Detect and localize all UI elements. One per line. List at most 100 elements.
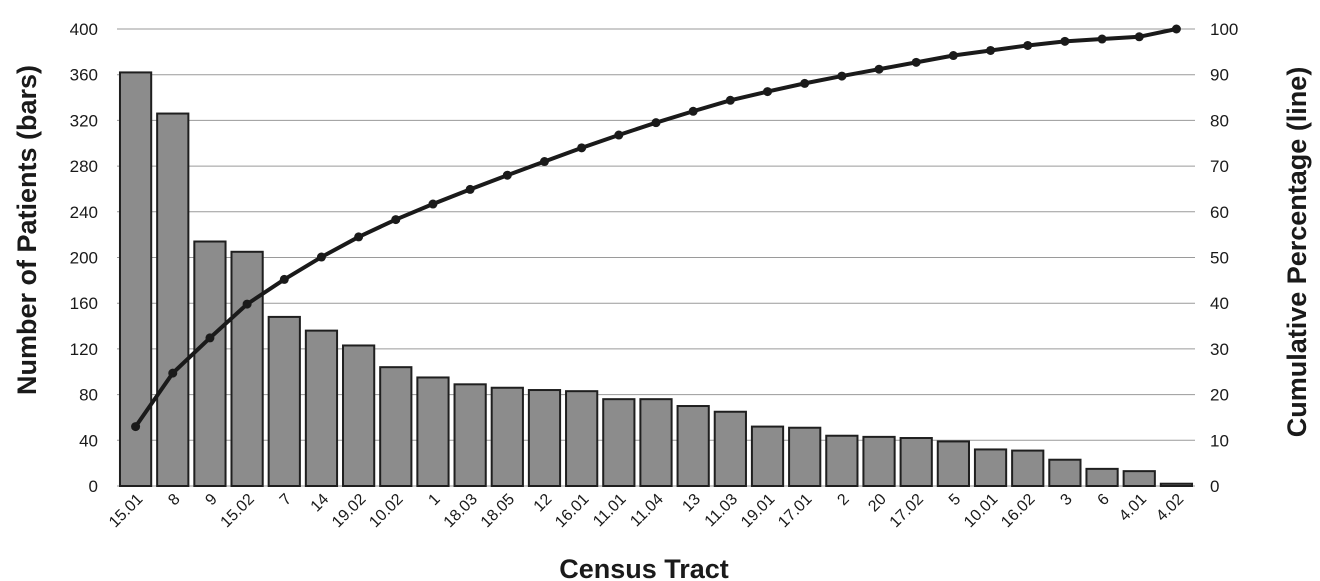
x-tick-label: 4.01 [1116, 491, 1150, 525]
y-tick-label: 400 [70, 20, 98, 39]
bar [788, 426, 822, 488]
x-tick-label: 18.03 [441, 491, 481, 531]
y2-tick-label: 20 [1210, 386, 1229, 405]
bar [379, 366, 413, 487]
x-tick-label: 1 [425, 491, 443, 509]
cumulative-point [614, 130, 624, 140]
bar [267, 315, 301, 487]
y2-tick-label: 80 [1210, 111, 1229, 130]
y2-tick-label: 40 [1210, 294, 1229, 313]
x-tick-label: 6 [1095, 491, 1113, 509]
bar [899, 437, 933, 488]
y-tick-label: 80 [79, 386, 98, 405]
y2-tick-label: 60 [1210, 203, 1229, 222]
y-tick-label: 320 [70, 111, 98, 130]
cumulative-point [948, 51, 958, 61]
y-tick-label: 40 [79, 431, 98, 450]
bar [936, 440, 970, 488]
cumulative-point [316, 252, 326, 262]
x-tick-label: 7 [277, 491, 295, 509]
y-tick-label: 120 [70, 340, 98, 359]
cumulative-point [205, 333, 215, 343]
x-tick-label: 13 [679, 491, 704, 516]
x-tick-label: 8 [165, 491, 183, 509]
bar [676, 405, 710, 487]
cumulative-point [688, 106, 698, 116]
bar [602, 398, 636, 488]
left-axis-ticks: 0 40 80 120 160 200 240 280 320 360 400 [70, 20, 98, 496]
bar [490, 386, 524, 487]
cumulative-point [1023, 40, 1033, 50]
bar [193, 240, 227, 487]
bar [639, 398, 673, 488]
y-tick-label: 0 [89, 477, 98, 496]
cumulative-point [1097, 34, 1107, 44]
y-axis-title: Number of Patients (bars) [12, 65, 42, 395]
y2-tick-label: 70 [1210, 157, 1229, 176]
y-tick-label: 360 [70, 66, 98, 85]
x-tick-label: 10.02 [366, 491, 406, 531]
x-tick-label: 9 [202, 491, 220, 509]
x-tick-label: 10.01 [961, 491, 1001, 531]
y2-tick-label: 10 [1210, 431, 1229, 450]
x-tick-label: 11.03 [702, 491, 742, 531]
bar [1011, 449, 1045, 487]
y2-tick-label: 50 [1210, 249, 1229, 268]
x-tick-label: 17.01 [775, 491, 815, 531]
bar [118, 71, 153, 487]
bar [1085, 467, 1119, 487]
bar [565, 390, 599, 487]
cumulative-point [131, 422, 141, 432]
cumulative-point [874, 64, 884, 74]
x-tick-label: 16.02 [998, 491, 1038, 531]
cumulative-point [837, 71, 847, 81]
bar [973, 448, 1008, 488]
x-tick-label: 18.05 [478, 491, 518, 531]
cumulative-point [763, 87, 773, 97]
y-tick-label: 280 [70, 157, 98, 176]
x-axis-title: Census Tract [559, 554, 729, 581]
cumulative-point [354, 232, 364, 242]
cumulative-point [168, 368, 178, 378]
y-tick-label: 200 [70, 249, 98, 268]
cumulative-line-series [131, 24, 1181, 432]
x-tick-label: 15.02 [218, 491, 258, 531]
x-tick-label: 11.04 [627, 491, 667, 531]
right-axis-ticks: 0 10 20 30 40 50 60 70 80 90 100 [1210, 20, 1238, 496]
cumulative-point [242, 299, 252, 309]
cumulative-point [428, 199, 438, 209]
bar [304, 329, 339, 487]
x-tick-label: 19.01 [738, 491, 778, 531]
y2-tick-label: 30 [1210, 340, 1229, 359]
y2-tick-label: 90 [1210, 66, 1229, 85]
x-tick-label: 19.02 [329, 491, 369, 531]
x-tick-label: 11.01 [590, 491, 630, 531]
bar-series [118, 71, 1194, 488]
bar [1122, 470, 1156, 487]
bar [1159, 482, 1194, 487]
x-tick-label: 15.01 [106, 491, 146, 531]
y2-tick-label: 0 [1210, 477, 1219, 496]
cumulative-point [911, 57, 921, 67]
cumulative-point [1060, 36, 1070, 46]
bar [453, 383, 487, 488]
x-tick-label: 14 [308, 491, 333, 516]
x-tick-label: 3 [1057, 491, 1075, 509]
cumulative-point [725, 95, 735, 105]
x-tick-label: 2 [834, 491, 852, 509]
cumulative-point [502, 170, 512, 180]
bar [527, 389, 562, 487]
cumulative-point [1171, 24, 1181, 34]
x-tick-label: 12 [531, 491, 556, 516]
cumulative-point [651, 118, 661, 128]
cumulative-point [539, 157, 549, 167]
y-tick-label: 160 [70, 294, 98, 313]
cumulative-point [986, 45, 996, 55]
cumulative-point [391, 215, 401, 225]
bar [713, 410, 747, 487]
bar [750, 425, 785, 487]
cumulative-point [577, 143, 587, 153]
x-tick-label: 4.02 [1153, 491, 1187, 525]
